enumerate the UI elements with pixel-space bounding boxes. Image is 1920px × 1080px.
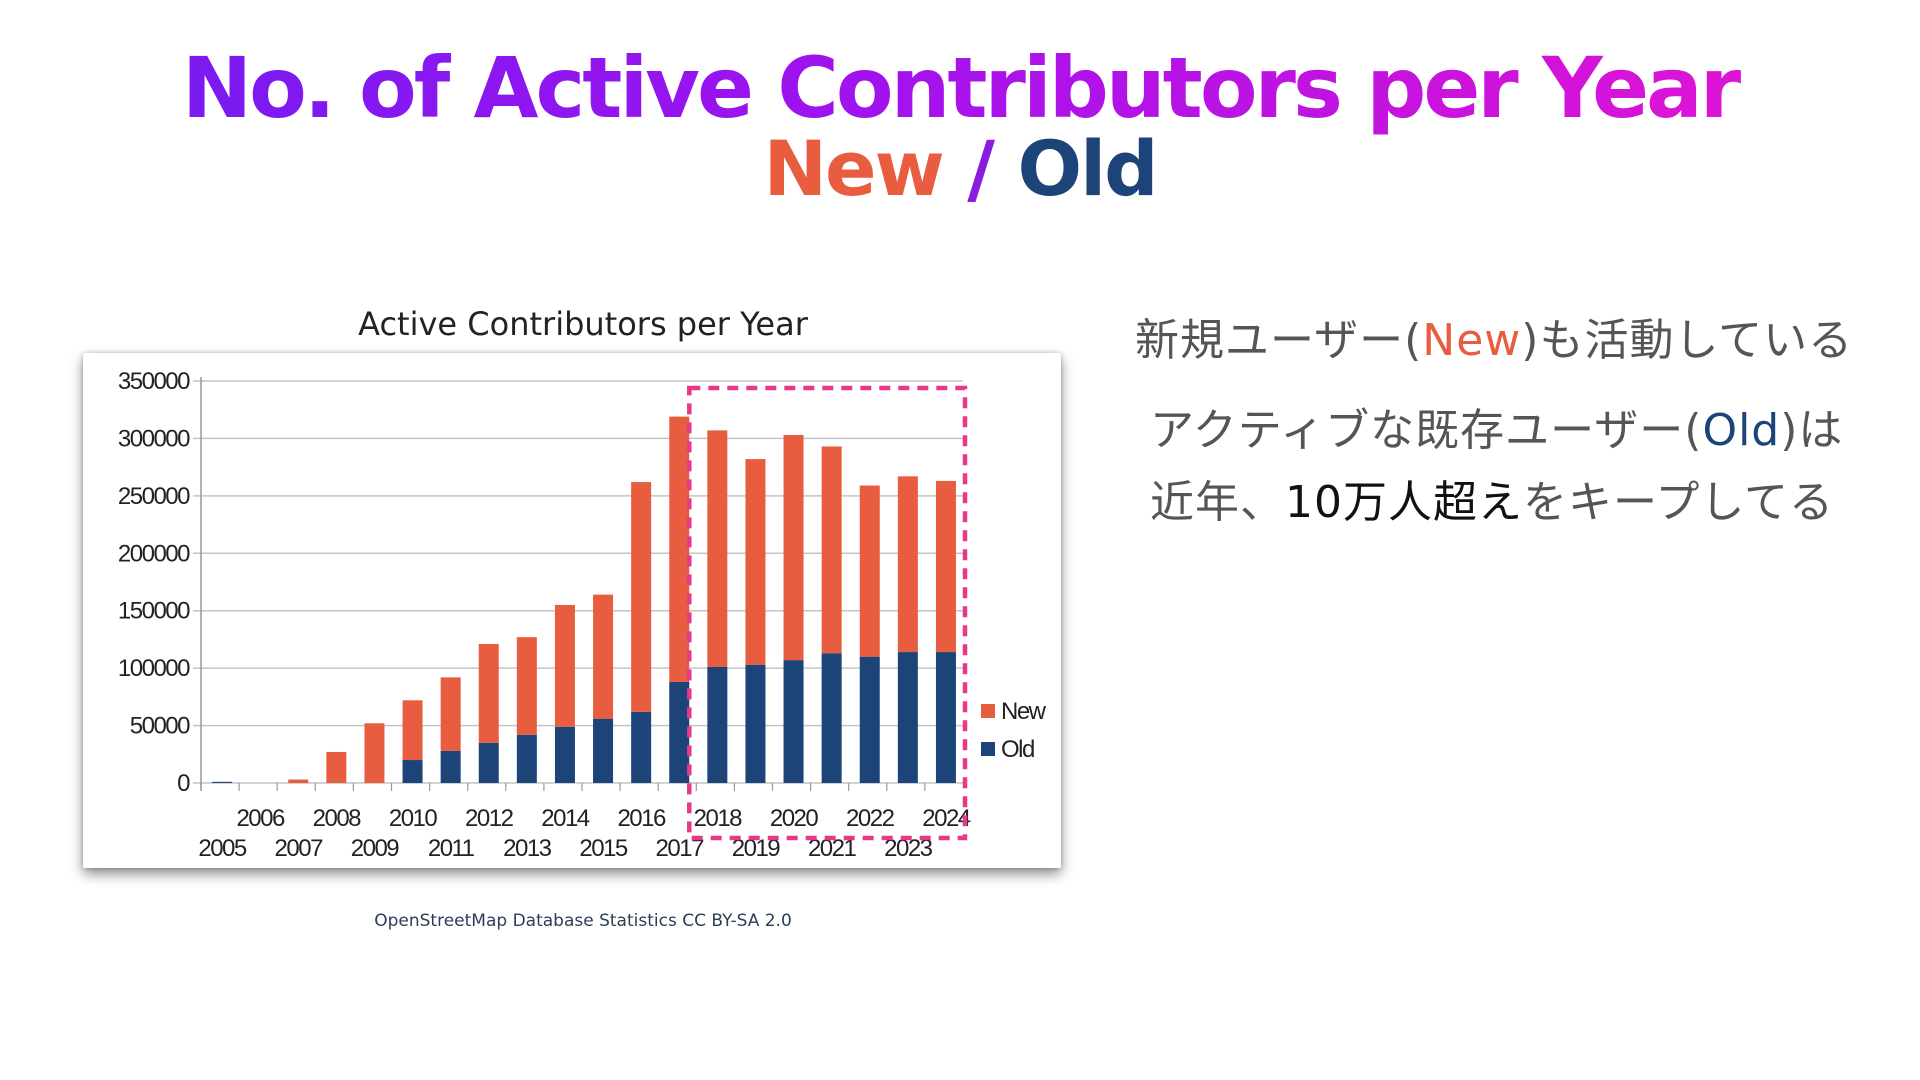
x-tick-label: 2022 [846, 805, 895, 832]
note-line-2: アクティブな既存ユーザー(Old)は [1150, 394, 1843, 458]
highlight-dashed-box [687, 385, 968, 841]
bar-new-2017 [669, 416, 690, 682]
bar-new-2018 [707, 430, 728, 667]
x-tick-label: 2013 [503, 835, 552, 862]
bar-old-2022 [859, 656, 880, 783]
x-tick-label: 2012 [465, 805, 514, 832]
y-tick-label: 0 [177, 770, 190, 797]
note-line-1: 新規ユーザー(New)も活動している [1135, 304, 1853, 368]
subtitle-old: Old [1017, 124, 1159, 213]
bar-new-2020 [783, 434, 804, 661]
x-tick-label: 2014 [541, 805, 590, 832]
legend-swatch-old [981, 742, 995, 756]
x-tick-label: 2011 [428, 835, 475, 862]
bar-old-2021 [821, 653, 842, 783]
x-tick-label: 2007 [275, 835, 324, 862]
note-line-1-new: New [1422, 315, 1522, 366]
y-tick-label: 50000 [130, 713, 190, 740]
source-credit: OpenStreetMap Database Statistics CC BY-… [374, 911, 792, 931]
note-line-2-a: アクティブな既存ユーザー( [1150, 405, 1703, 456]
x-tick-label: 2020 [770, 805, 819, 832]
bar-old-2024 [935, 652, 956, 783]
y-tick-label: 250000 [118, 483, 190, 510]
y-tick-label: 200000 [118, 540, 190, 567]
bar-new-2019 [745, 459, 766, 665]
bar-old-2019 [745, 664, 766, 783]
bar-old-2018 [707, 666, 728, 783]
bar-old-2012 [478, 742, 499, 783]
bar-old-2014 [554, 726, 575, 783]
chart-title: Active Contributors per Year [358, 305, 808, 343]
note-line-1-c: )も活動している [1521, 315, 1854, 366]
bar-old-2005 [212, 781, 233, 783]
bar-new-2014 [554, 604, 575, 727]
legend-label-old: Old [1001, 736, 1034, 763]
bar-old-2017 [669, 681, 690, 783]
x-tick-label: 2009 [351, 835, 400, 862]
bar-new-2021 [821, 446, 842, 654]
bar-chart: 0 50000 100000 150000 200000 250000 300000 3500… [118, 368, 1048, 862]
slide-subtitle: New / Old [0, 124, 1920, 214]
note-line-2-c: )は [1780, 405, 1844, 456]
y-tick-label: 150000 [118, 598, 190, 625]
bar-new-2016 [631, 482, 652, 712]
subtitle-separator: / [942, 124, 1018, 213]
x-tick-label: 2005 [198, 835, 247, 862]
bar-old-2010 [402, 760, 423, 783]
bar-new-2008 [326, 751, 347, 783]
bar-old-2013 [516, 734, 537, 783]
bar-new-2009 [364, 723, 385, 783]
slide-title: No. of Active Contributors per Year [0, 38, 1920, 138]
bar-new-2011 [440, 677, 461, 751]
bar-old-2023 [897, 652, 918, 783]
x-tick-label: 2018 [694, 805, 743, 832]
x-tick-label: 2008 [313, 805, 362, 832]
bar-old-2011 [440, 750, 461, 783]
bar-new-2012 [478, 644, 499, 743]
x-tick-label: 2015 [579, 835, 628, 862]
bar-new-2010 [402, 700, 423, 761]
note-line-3: 近年、10万人超えをキープしてる [1150, 466, 1834, 530]
bar-new-2007 [288, 779, 309, 783]
subtitle-new: New [763, 124, 944, 213]
note-line-1-a: 新規ユーザー( [1135, 315, 1423, 366]
bar-new-2015 [593, 594, 614, 719]
note-line-3-emphasis: 10万人超え [1285, 477, 1523, 528]
bar-new-2022 [859, 485, 880, 657]
bar-new-2013 [516, 637, 537, 735]
note-line-2-old: Old [1702, 405, 1781, 456]
chart-card: 0 50000 100000 150000 200000 250000 300000 3500… [83, 353, 1061, 868]
y-tick-label: 350000 [118, 368, 190, 395]
note-line-3-a: 近年、 [1150, 477, 1285, 528]
y-tick-label: 100000 [118, 655, 190, 682]
bar-old-2020 [783, 660, 804, 783]
bar-old-2015 [593, 718, 614, 783]
y-tick-label: 300000 [118, 425, 190, 452]
legend-label-new: New [1001, 698, 1047, 725]
bar-old-2016 [631, 711, 652, 783]
bar-new-2023 [897, 476, 918, 653]
bar-new-2024 [935, 480, 956, 653]
x-tick-label: 2016 [617, 805, 666, 832]
legend-swatch-new [981, 704, 995, 718]
note-line-3-c: をキープしてる [1523, 477, 1835, 528]
x-tick-label: 2010 [389, 805, 438, 832]
x-tick-label: 2006 [236, 805, 285, 832]
